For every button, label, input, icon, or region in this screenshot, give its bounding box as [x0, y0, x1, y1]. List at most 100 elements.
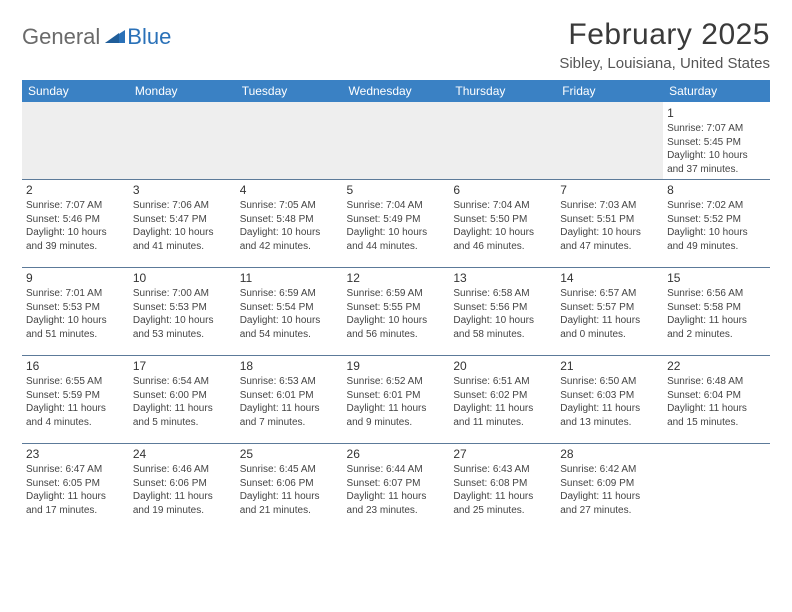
calendar-day-cell: 1Sunrise: 7:07 AMSunset: 5:45 PMDaylight…	[663, 102, 770, 180]
title-block: February 2025 Sibley, Louisiana, United …	[559, 18, 770, 72]
day-detail-line: Sunset: 6:03 PM	[560, 389, 659, 403]
calendar-day-cell: 28Sunrise: 6:42 AMSunset: 6:09 PMDayligh…	[556, 444, 663, 532]
calendar-week-row: 2Sunrise: 7:07 AMSunset: 5:46 PMDaylight…	[22, 180, 770, 268]
day-detail-line: Daylight: 11 hours	[453, 490, 552, 504]
day-details: Sunrise: 6:56 AMSunset: 5:58 PMDaylight:…	[667, 287, 766, 341]
calendar-week-row: 9Sunrise: 7:01 AMSunset: 5:53 PMDaylight…	[22, 268, 770, 356]
weekday-header: Monday	[129, 80, 236, 102]
day-detail-line: Daylight: 11 hours	[133, 490, 232, 504]
calendar-day-cell: 17Sunrise: 6:54 AMSunset: 6:00 PMDayligh…	[129, 356, 236, 444]
day-details: Sunrise: 6:59 AMSunset: 5:54 PMDaylight:…	[240, 287, 339, 341]
calendar-day-cell: 5Sunrise: 7:04 AMSunset: 5:49 PMDaylight…	[343, 180, 450, 268]
day-detail-line: Sunset: 6:06 PM	[240, 477, 339, 491]
day-details: Sunrise: 6:42 AMSunset: 6:09 PMDaylight:…	[560, 463, 659, 517]
day-number: 21	[560, 358, 659, 374]
day-number: 19	[347, 358, 446, 374]
day-detail-line: and 25 minutes.	[453, 504, 552, 518]
day-detail-line: Daylight: 11 hours	[26, 490, 125, 504]
day-detail-line: Sunrise: 6:48 AM	[667, 375, 766, 389]
calendar-page: General Blue February 2025 Sibley, Louis…	[0, 0, 792, 542]
day-detail-line: Daylight: 10 hours	[347, 314, 446, 328]
day-detail-line: and 54 minutes.	[240, 328, 339, 342]
day-details: Sunrise: 6:45 AMSunset: 6:06 PMDaylight:…	[240, 463, 339, 517]
calendar-day-cell: 21Sunrise: 6:50 AMSunset: 6:03 PMDayligh…	[556, 356, 663, 444]
calendar-day-cell: 22Sunrise: 6:48 AMSunset: 6:04 PMDayligh…	[663, 356, 770, 444]
day-detail-line: Daylight: 11 hours	[560, 402, 659, 416]
day-detail-line: and 49 minutes.	[667, 240, 766, 254]
page-header: General Blue February 2025 Sibley, Louis…	[22, 18, 770, 72]
day-detail-line: Daylight: 10 hours	[240, 226, 339, 240]
day-detail-line: Sunset: 6:09 PM	[560, 477, 659, 491]
day-details: Sunrise: 6:48 AMSunset: 6:04 PMDaylight:…	[667, 375, 766, 429]
day-detail-line: Daylight: 11 hours	[240, 402, 339, 416]
day-detail-line: Sunrise: 6:55 AM	[26, 375, 125, 389]
day-details: Sunrise: 6:51 AMSunset: 6:02 PMDaylight:…	[453, 375, 552, 429]
day-number: 10	[133, 270, 232, 286]
day-detail-line: Sunset: 6:02 PM	[453, 389, 552, 403]
day-detail-line: Sunset: 5:49 PM	[347, 213, 446, 227]
day-details: Sunrise: 6:53 AMSunset: 6:01 PMDaylight:…	[240, 375, 339, 429]
day-detail-line: and 7 minutes.	[240, 416, 339, 430]
day-number: 8	[667, 182, 766, 198]
day-details: Sunrise: 7:04 AMSunset: 5:49 PMDaylight:…	[347, 199, 446, 253]
day-detail-line: Sunset: 5:48 PM	[240, 213, 339, 227]
day-detail-line: and 13 minutes.	[560, 416, 659, 430]
day-number: 16	[26, 358, 125, 374]
day-detail-line: Sunset: 5:53 PM	[133, 301, 232, 315]
day-detail-line: Sunset: 5:53 PM	[26, 301, 125, 315]
day-detail-line: Sunrise: 6:53 AM	[240, 375, 339, 389]
calendar-day-cell: 19Sunrise: 6:52 AMSunset: 6:01 PMDayligh…	[343, 356, 450, 444]
day-detail-line: Sunset: 5:56 PM	[453, 301, 552, 315]
day-detail-line: Daylight: 10 hours	[133, 226, 232, 240]
day-detail-line: Daylight: 10 hours	[133, 314, 232, 328]
day-detail-line: Sunrise: 7:07 AM	[667, 122, 766, 136]
calendar-day-cell: 3Sunrise: 7:06 AMSunset: 5:47 PMDaylight…	[129, 180, 236, 268]
weekday-header: Friday	[556, 80, 663, 102]
day-detail-line: and 19 minutes.	[133, 504, 232, 518]
day-detail-line: Sunrise: 7:06 AM	[133, 199, 232, 213]
day-details: Sunrise: 6:57 AMSunset: 5:57 PMDaylight:…	[560, 287, 659, 341]
calendar-table: Sunday Monday Tuesday Wednesday Thursday…	[22, 80, 770, 532]
day-detail-line: Sunrise: 7:07 AM	[26, 199, 125, 213]
day-detail-line: and 42 minutes.	[240, 240, 339, 254]
day-details: Sunrise: 7:03 AMSunset: 5:51 PMDaylight:…	[560, 199, 659, 253]
calendar-day-cell: 4Sunrise: 7:05 AMSunset: 5:48 PMDaylight…	[236, 180, 343, 268]
day-detail-line: and 15 minutes.	[667, 416, 766, 430]
calendar-day-cell: 24Sunrise: 6:46 AMSunset: 6:06 PMDayligh…	[129, 444, 236, 532]
day-details: Sunrise: 6:46 AMSunset: 6:06 PMDaylight:…	[133, 463, 232, 517]
day-detail-line: Sunset: 5:47 PM	[133, 213, 232, 227]
calendar-day-cell: 14Sunrise: 6:57 AMSunset: 5:57 PMDayligh…	[556, 268, 663, 356]
day-detail-line: Sunrise: 6:56 AM	[667, 287, 766, 301]
calendar-blank-cell	[663, 444, 770, 532]
day-detail-line: Daylight: 10 hours	[347, 226, 446, 240]
day-number: 4	[240, 182, 339, 198]
day-detail-line: Sunset: 6:05 PM	[26, 477, 125, 491]
day-detail-line: Daylight: 10 hours	[667, 149, 766, 163]
calendar-day-cell: 27Sunrise: 6:43 AMSunset: 6:08 PMDayligh…	[449, 444, 556, 532]
brand-logo: General Blue	[22, 18, 171, 50]
day-detail-line: Daylight: 11 hours	[26, 402, 125, 416]
calendar-day-cell: 8Sunrise: 7:02 AMSunset: 5:52 PMDaylight…	[663, 180, 770, 268]
day-details: Sunrise: 6:58 AMSunset: 5:56 PMDaylight:…	[453, 287, 552, 341]
day-detail-line: Sunset: 5:50 PM	[453, 213, 552, 227]
day-details: Sunrise: 6:59 AMSunset: 5:55 PMDaylight:…	[347, 287, 446, 341]
day-detail-line: Sunrise: 6:57 AM	[560, 287, 659, 301]
calendar-day-cell: 15Sunrise: 6:56 AMSunset: 5:58 PMDayligh…	[663, 268, 770, 356]
day-detail-line: Sunset: 5:52 PM	[667, 213, 766, 227]
day-detail-line: Sunrise: 6:46 AM	[133, 463, 232, 477]
day-detail-line: and 37 minutes.	[667, 163, 766, 177]
day-detail-line: Sunrise: 6:59 AM	[347, 287, 446, 301]
day-detail-line: Sunrise: 7:04 AM	[347, 199, 446, 213]
day-detail-line: Daylight: 10 hours	[453, 314, 552, 328]
day-details: Sunrise: 6:54 AMSunset: 6:00 PMDaylight:…	[133, 375, 232, 429]
calendar-day-cell: 11Sunrise: 6:59 AMSunset: 5:54 PMDayligh…	[236, 268, 343, 356]
calendar-day-cell: 10Sunrise: 7:00 AMSunset: 5:53 PMDayligh…	[129, 268, 236, 356]
day-details: Sunrise: 6:43 AMSunset: 6:08 PMDaylight:…	[453, 463, 552, 517]
day-detail-line: and 41 minutes.	[133, 240, 232, 254]
day-detail-line: Daylight: 11 hours	[667, 314, 766, 328]
day-details: Sunrise: 6:44 AMSunset: 6:07 PMDaylight:…	[347, 463, 446, 517]
day-details: Sunrise: 6:47 AMSunset: 6:05 PMDaylight:…	[26, 463, 125, 517]
day-detail-line: Daylight: 11 hours	[560, 314, 659, 328]
day-detail-line: and 21 minutes.	[240, 504, 339, 518]
day-detail-line: and 53 minutes.	[133, 328, 232, 342]
